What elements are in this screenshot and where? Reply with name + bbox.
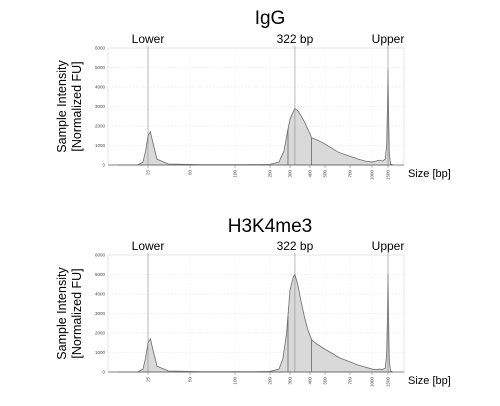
series-area: [117, 69, 394, 166]
peak-marker-label: Lower: [132, 32, 165, 46]
peak-marker-label: Lower: [132, 239, 165, 253]
y-tick-label: 5000: [95, 272, 106, 277]
y-axis-label-line1: Sample Intensity: [55, 267, 69, 360]
x-tick-label: 400: [308, 170, 313, 178]
y-tick-label: 0: [102, 163, 105, 168]
x-tick-label: 100: [233, 170, 238, 178]
y-tick-label: 6000: [95, 46, 106, 51]
chart-panel-igg: IgG Sample Intensity [Normalized FU] Siz…: [55, 8, 451, 180]
x-tick-label: 50: [188, 377, 193, 383]
x-tick-label: 25: [146, 170, 151, 176]
x-axis-label: Size [bp]: [408, 375, 451, 387]
x-tick-label: 200: [268, 377, 273, 385]
y-tick-label: 4000: [95, 85, 106, 90]
y-tick-label: 5000: [95, 65, 106, 70]
x-tick-label: 300: [288, 377, 293, 385]
y-tick-label: 2000: [95, 331, 106, 336]
x-tick-label: 1000: [370, 377, 375, 388]
x-tick-label: 1000: [370, 170, 375, 181]
x-tick-label: 200: [268, 170, 273, 178]
chart-title: H3K4me3: [228, 216, 313, 237]
chart-title: IgG: [255, 8, 286, 29]
x-tick-label: 700: [348, 170, 353, 178]
y-tick-label: 1000: [95, 350, 106, 355]
x-tick-label: 50: [188, 170, 193, 176]
x-tick-label: 500: [323, 377, 328, 385]
y-axis-label-line2: [Normalized FU]: [70, 268, 84, 358]
x-tick-label: 1500: [386, 170, 391, 181]
y-tick-label: 3000: [95, 104, 106, 109]
y-tick-label: 2000: [95, 124, 106, 129]
x-tick-label: 400: [308, 377, 313, 385]
x-tick-label: 500: [323, 170, 328, 178]
x-tick-label: 300: [288, 170, 293, 178]
x-tick-label: 1500: [386, 377, 391, 388]
y-tick-label: 3000: [95, 311, 106, 316]
x-tick-label: 100: [233, 377, 238, 385]
y-axis-label-line1: Sample Intensity: [55, 60, 69, 153]
x-axis-label: Size [bp]: [408, 168, 451, 180]
y-axis-label-line2: [Normalized FU]: [70, 61, 84, 151]
peak-marker-label: 322 bp: [277, 239, 314, 253]
y-tick-label: 1000: [95, 143, 106, 148]
y-tick-label: 6000: [95, 253, 106, 258]
x-tick-label: 25: [146, 377, 151, 383]
series-area: [117, 273, 394, 373]
x-tick-label: 700: [348, 377, 353, 385]
y-tick-label: 0: [102, 370, 105, 375]
peak-marker-label: Upper: [372, 32, 405, 46]
peak-marker-label: 322 bp: [277, 32, 314, 46]
y-tick-label: 4000: [95, 292, 106, 297]
peak-marker-label: Upper: [372, 239, 405, 253]
chart-panel-h3k4me3: H3K4me3 Sample Intensity [Normalized FU]…: [55, 216, 451, 387]
